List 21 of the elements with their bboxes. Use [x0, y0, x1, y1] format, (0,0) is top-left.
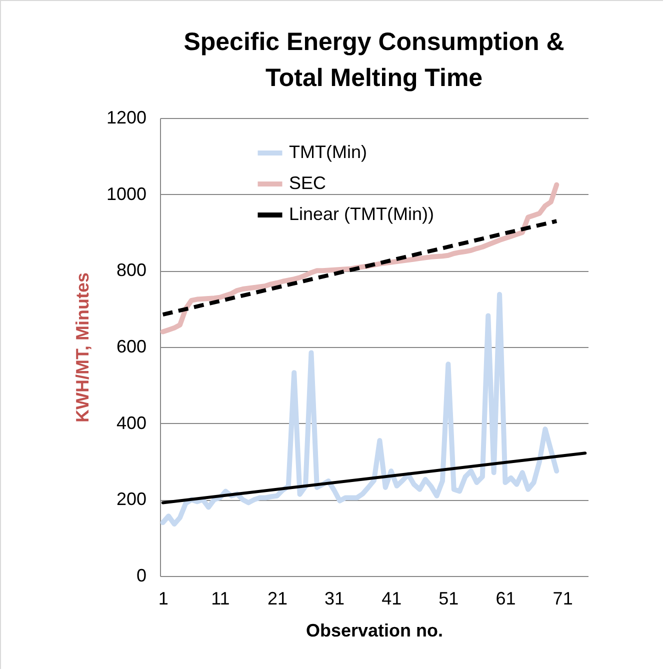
x-tick-label: 61: [496, 588, 516, 608]
x-axis-title: Observation no.: [306, 620, 444, 640]
x-tick-label: 31: [324, 588, 345, 608]
legend-label: TMT(Min): [289, 142, 367, 162]
y-tick-label: 1000: [106, 184, 146, 204]
legend-label: Linear (TMT(Min)): [289, 204, 434, 224]
x-tick-label: 51: [438, 588, 459, 608]
x-tick-label: 11: [211, 588, 230, 608]
y-tick-label: 0: [136, 566, 146, 586]
chart-title: Specific Energy Consumption & Total Melting Time: [184, 28, 564, 92]
x-tick-label: 71: [552, 588, 573, 608]
y-tick-label: 600: [116, 336, 146, 356]
y-tick-label: 400: [116, 412, 146, 433]
y-tick-label: 1200: [106, 108, 146, 128]
legend-label: SEC: [289, 173, 326, 193]
x-tick-label: 21: [267, 588, 288, 608]
y-tick-label: 800: [116, 260, 146, 280]
x-tick-label: 1: [158, 588, 168, 608]
y-axis-title: KWH/MT, Minutes: [72, 272, 92, 422]
y-tick-label: 200: [116, 489, 146, 510]
x-tick-label: 41: [382, 588, 402, 608]
